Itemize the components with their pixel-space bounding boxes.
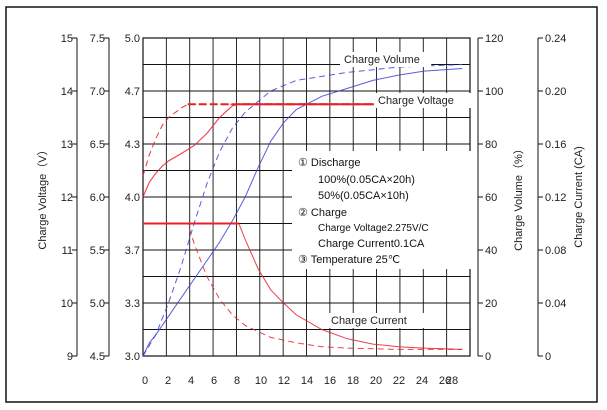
series-charge-current-dashed (143, 223, 463, 350)
annotation-box (292, 151, 472, 269)
cell-voltage-axis-a-tick-label: 5.0 (90, 298, 105, 310)
x-tick-label: 20 (370, 375, 382, 387)
series-charge-voltage-solid (142, 103, 463, 198)
x-tick-label: 18 (347, 375, 359, 387)
annotation-line: 50%(0.05CA×10h) (318, 190, 409, 202)
charge-volume-axis-tick-label: 100 (485, 86, 503, 98)
cell-voltage-axis-b-tick-label: 3.7 (125, 245, 140, 257)
charge-current-axis-tick-label: 0.20 (545, 86, 566, 98)
charge-voltage-axis-title: Charge Voltage（V） (36, 144, 49, 249)
cell-voltage-axis-b-tick-label: 4.0 (125, 192, 140, 204)
charge-voltage-axis-tick-label: 15 (61, 33, 73, 45)
charge-voltage-axis-tick-label: 11 (62, 245, 73, 257)
x-tick-label: 4 (188, 375, 194, 387)
charge-volume-axis-tick-label: 80 (485, 139, 497, 151)
charge-voltage-axis-tick-label: 10 (61, 298, 73, 310)
x-tick-label: 2 (165, 375, 171, 387)
curve-label-bg (340, 52, 432, 67)
annotation-line: Charge Current0.1CA (318, 238, 425, 250)
x-tick-label: 22 (393, 375, 405, 387)
curves (142, 64, 463, 357)
x-tick-label: 8 (234, 375, 240, 387)
x-tick-label: 10 (255, 375, 267, 387)
annotation-line: 100%(0.05CA×20h) (318, 174, 415, 186)
annotation-line: ② Charge (298, 207, 347, 219)
labels: Charge Volume Charge Voltage Charge Curren… (292, 52, 472, 328)
cell-voltage-axis-a-tick-label: 4.5 (90, 351, 105, 363)
series-charge-current-solid (143, 223, 463, 350)
charge-volume-axis-tick-label: 0 (485, 351, 491, 363)
annotation-line: ① Discharge (298, 157, 360, 169)
figure-border (5, 6, 598, 403)
charge-current-axis-title: Charge Current (CA) (573, 146, 585, 247)
charge-current-axis-tick-label: 0.08 (545, 245, 566, 257)
charge-current-axis-tick-label: 0.24 (545, 33, 566, 45)
grid (142, 37, 471, 357)
charge-current-axis-tick-label: 0.04 (545, 298, 566, 310)
x-tick-label: 24 (416, 375, 428, 387)
charge-current-axis-tick-label: 0.12 (545, 192, 566, 204)
charge-voltage-axis-tick-label: 9 (67, 351, 73, 363)
charge-voltage-axis-tick-label: 12 (61, 192, 73, 204)
charge-volume-axis-title: Charge Volume（%） (512, 143, 525, 251)
cell-voltage-axis-a-tick-label: 7.0 (90, 86, 105, 98)
charge-volume-axis-tick-label: 40 (485, 245, 497, 257)
cell-voltage-axis-b-tick-label: 4.7 (125, 86, 140, 98)
charge-volume-axis-tick-label: 60 (485, 192, 497, 204)
cell-voltage-axis-a-tick-label: 6.0 (90, 192, 105, 204)
x-tick-label: 16 (324, 375, 336, 387)
x-tick-label: 28 (446, 375, 458, 387)
cell-voltage-axis-a-tick-label: 5.5 (90, 245, 105, 257)
curve-label-bg (327, 313, 425, 328)
cell-voltage-axis-a-tick-label: 6.5 (90, 139, 105, 151)
curve-label-charge-current: Charge Current (331, 315, 407, 327)
curve-label-bg (374, 93, 472, 108)
curve-label-charge-voltage: Charge Voltage (378, 95, 454, 107)
series-charge-volume-solid (142, 68, 463, 357)
x-tick-label: 14 (301, 375, 313, 387)
x-tick-label: 12 (278, 375, 290, 387)
cell-voltage-axis-b-tick-label: 3.3 (125, 298, 140, 310)
annotation-line: Charge Voltage2.275V/C (318, 223, 429, 234)
x-tick-label: 26 (439, 375, 451, 387)
charge-current-axis-tick-label: 0.16 (545, 139, 566, 151)
charge-voltage-axis-tick-label: 14 (61, 86, 73, 98)
cell-voltage-axis-b-tick-label: 3.0 (125, 351, 140, 363)
x-tick-label: 0 (142, 375, 148, 387)
charge-volume-axis-tick-label: 20 (485, 298, 497, 310)
x-tick-label: 6 (211, 375, 217, 387)
series-charge-voltage-dashed (142, 103, 463, 176)
charge-voltage-axis-tick-label: 13 (61, 139, 73, 151)
annotation-line: ③ Temperature 25℃ (298, 254, 400, 266)
cell-voltage-axis-b-tick-label: 4.3 (125, 139, 140, 151)
charge-volume-axis-tick-label: 120 (485, 33, 503, 45)
charge-current-axis-tick-label: 0 (545, 351, 551, 363)
cell-voltage-axis-b-tick-label: 5.0 (125, 33, 140, 45)
cell-voltage-axis-a-tick-label: 7.5 (90, 33, 105, 45)
curve-label-charge-volume: Charge Volume (344, 54, 420, 66)
series-charge-volume-dashed (142, 64, 463, 357)
axes: 9 10 11 12 13 14 15 4.5 5.0 5.5 6.0 6.5 7.0 7.5 3.0 3.3… (36, 33, 585, 387)
